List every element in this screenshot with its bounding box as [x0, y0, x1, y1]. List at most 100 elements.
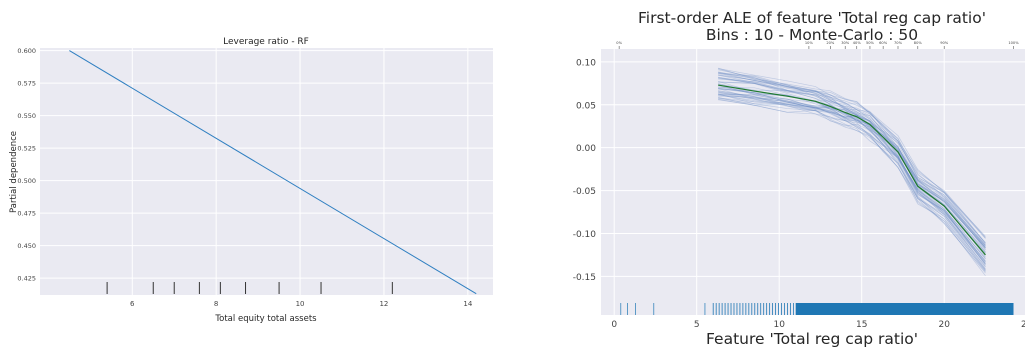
pdp-series	[69, 50, 477, 295]
pdp-y-tick-label: 0.525	[17, 145, 36, 153]
ale-monte-carlo-line	[718, 74, 986, 264]
ale-monte-carlo-line	[718, 77, 986, 269]
ale-x-tick-label: 5	[694, 320, 700, 330]
ale-monte-carlo-line	[718, 77, 986, 258]
ale-monte-carlo-line	[718, 71, 986, 244]
ale-quantile-label: 80%	[914, 41, 923, 45]
ale-quantile-label: 60%	[879, 41, 888, 45]
pdp-y-ticks: 0.425 0.450 0.475 0.500 0.525 0.550 0.575 0.600	[17, 47, 36, 283]
ale-quantile-label: 30%	[841, 41, 850, 45]
ale-monte-carlo-line	[718, 94, 986, 247]
ale-quantile-axis: 0% 10% 20% 30% 40% 50% 60% 70% 80% 90% 100%	[616, 41, 1019, 49]
ale-monte-carlo-line	[718, 94, 986, 249]
ale-subtitle: Bins : 10 - Monte-Carlo : 50	[706, 26, 918, 44]
pdp-x-tick-label: 8	[214, 300, 218, 308]
ale-monte-carlo-line	[718, 88, 986, 271]
ale-y-tick-label: -0.10	[573, 230, 597, 240]
ale-monte-carlo-line	[718, 85, 986, 263]
pdp-y-tick-label: 0.500	[17, 177, 36, 185]
ale-y-tick-label: 0.00	[576, 144, 596, 154]
ale-monte-carlo-line	[718, 93, 986, 244]
ale-x-tick-label: 25	[1021, 320, 1025, 330]
pdp-y-tick-label: 0.550	[17, 112, 36, 120]
pdp-decile-marks	[106, 282, 393, 294]
ale-monte-carlo-line	[718, 92, 986, 262]
ale-monte-carlo-lines	[718, 67, 986, 277]
ale-title: First-order ALE of feature 'Total reg ca…	[638, 9, 986, 27]
ale-chart: 0% 10% 20% 30% 40% 50% 60% 70% 80% 90% 100% 0 5 10 15…	[573, 9, 1025, 348]
ale-monte-carlo-line	[718, 86, 986, 272]
pdp-y-tick-label: 0.475	[17, 210, 36, 218]
pdp-y-label: Partial dependence	[9, 131, 19, 213]
ale-monte-carlo-line	[718, 94, 986, 248]
ale-monte-carlo-line	[718, 68, 986, 237]
pdp-x-tick-label: 14	[463, 300, 472, 308]
ale-x-tick-label: 0	[611, 320, 617, 330]
ale-x-ticks: 0 5 10 15 20 25	[611, 320, 1025, 330]
ale-series	[718, 84, 986, 256]
ale-rug	[620, 303, 1014, 315]
ale-monte-carlo-line	[718, 97, 986, 266]
pdp-x-tick-label: 12	[379, 300, 388, 308]
pdp-x-ticks: 6 8 10 12 14	[130, 300, 473, 308]
pdp-y-tick-label: 0.425	[17, 275, 36, 283]
ale-monte-carlo-line	[718, 91, 986, 249]
ale-y-tick-label: 0.05	[576, 101, 596, 111]
ale-x-label: Feature 'Total reg cap ratio'	[706, 330, 918, 348]
ale-quantile-label: 50%	[866, 41, 875, 45]
ale-monte-carlo-line	[718, 81, 986, 239]
ale-monte-carlo-line	[718, 98, 986, 264]
pdp-line	[69, 50, 477, 295]
ale-monte-carlo-line	[718, 71, 986, 260]
ale-monte-carlo-line	[718, 76, 986, 246]
ale-plot-area	[601, 49, 1025, 315]
ale-monte-carlo-line	[718, 73, 986, 262]
ale-monte-carlo-line	[718, 87, 986, 260]
ale-monte-carlo-line	[718, 90, 986, 268]
ale-monte-carlo-line	[718, 88, 986, 243]
ale-monte-carlo-line	[718, 81, 986, 258]
ale-monte-carlo-line	[718, 84, 986, 255]
ale-quantile-label: 40%	[853, 41, 862, 45]
ale-monte-carlo-line	[718, 95, 986, 246]
ale-y-tick-label: 0.10	[576, 58, 596, 68]
ale-quantile-label: 90%	[940, 41, 949, 45]
ale-monte-carlo-line	[718, 69, 986, 274]
pdp-y-tick-label: 0.600	[17, 47, 36, 55]
pdp-chart: 6 8 10 12 14 0.425 0.450 0.475 0.500 0.525 0.550 0…	[9, 37, 493, 324]
ale-monte-carlo-line	[718, 67, 986, 244]
ale-x-tick-label: 20	[938, 320, 950, 330]
ale-monte-carlo-line	[718, 81, 986, 265]
pdp-grid	[40, 48, 493, 295]
ale-monte-carlo-line	[718, 77, 986, 246]
ale-quantile-label: 0%	[616, 41, 622, 45]
ale-monte-carlo-line	[718, 98, 986, 267]
ale-monte-carlo-line	[718, 78, 986, 238]
ale-monte-carlo-line	[718, 91, 986, 277]
ale-quantile-label: 10%	[805, 41, 814, 45]
ale-line	[718, 84, 986, 256]
ale-monte-carlo-line	[718, 83, 986, 271]
ale-rug-band	[795, 303, 1014, 315]
ale-y-ticks: -0.15 -0.10 -0.05 0.00 0.05 0.10	[573, 58, 597, 283]
ale-grid	[601, 49, 1025, 315]
ale-quantile-label: 20%	[826, 41, 835, 45]
pdp-x-tick-label: 6	[130, 300, 135, 308]
pdp-y-tick-label: 0.450	[17, 242, 36, 250]
pdp-x-label: Total equity total assets	[214, 314, 317, 324]
ale-x-tick-label: 15	[856, 320, 867, 330]
ale-monte-carlo-line	[718, 99, 986, 270]
ale-monte-carlo-line	[718, 74, 986, 261]
pdp-x-tick-label: 10	[296, 300, 305, 308]
ale-x-tick-label: 10	[773, 320, 785, 330]
ale-monte-carlo-line	[718, 83, 986, 239]
ale-quantile-label: 100%	[1008, 41, 1019, 45]
ale-monte-carlo-line	[718, 93, 986, 251]
ale-y-tick-label: -0.15	[573, 273, 596, 283]
ale-monte-carlo-line	[718, 72, 986, 272]
pdp-plot-area	[40, 48, 493, 295]
ale-quantile-label: 70%	[894, 41, 903, 45]
ale-monte-carlo-line	[718, 97, 986, 254]
ale-monte-carlo-line	[718, 72, 986, 249]
